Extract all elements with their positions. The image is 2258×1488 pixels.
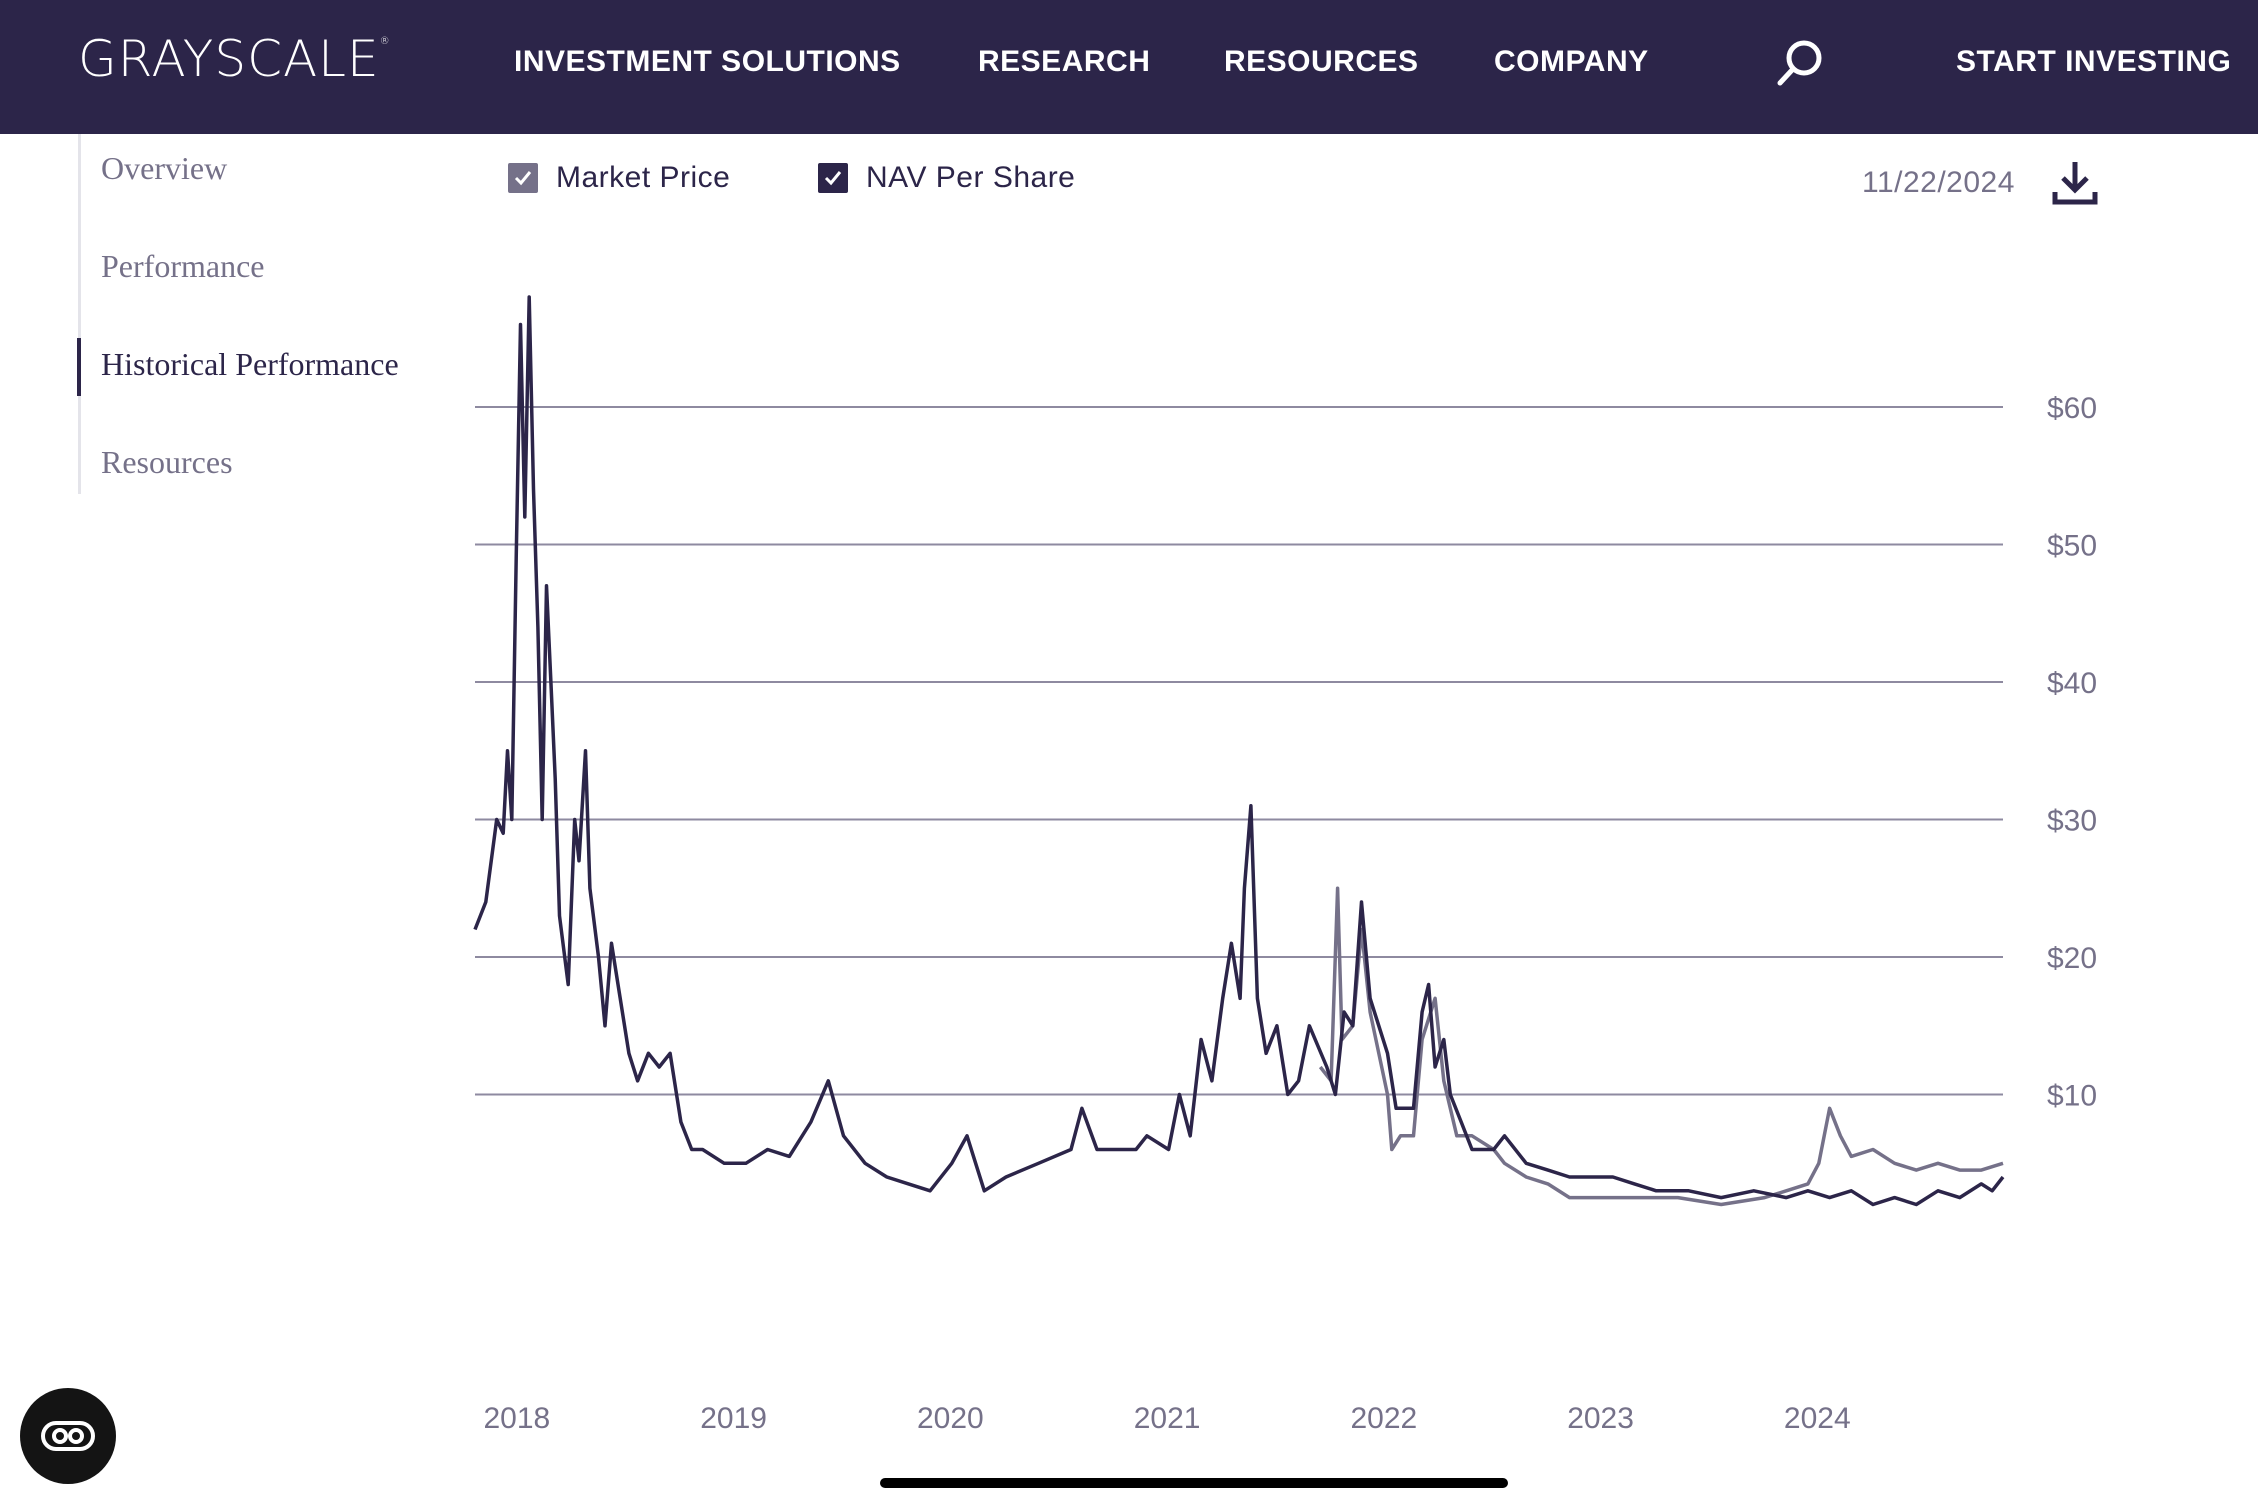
nav-investment-solutions[interactable]: INVESTMENT SOLUTIONS	[514, 45, 901, 78]
sidebar-active-indicator	[77, 338, 81, 396]
market-price-label: Market Price	[556, 161, 731, 194]
y-tick-label: $10	[2047, 1080, 2097, 1113]
sidebar-item-resources[interactable]: Resources	[101, 444, 233, 480]
checkmark-icon	[824, 171, 842, 186]
y-tick-label: $50	[2047, 530, 2097, 563]
nav-resources[interactable]: RESOURCES	[1224, 45, 1419, 78]
nav-company[interactable]: COMPANY	[1494, 45, 1649, 78]
chart-gridlines	[475, 406, 2003, 1096]
x-tick-label: 2024	[1784, 1402, 1851, 1435]
checkmark-icon	[514, 171, 532, 186]
nav-per-share-line	[473, 295, 2005, 1207]
closed-captions-button[interactable]	[20, 1388, 116, 1484]
sidebar-item-historical-performance[interactable]: Historical Performance	[101, 346, 399, 382]
logo-text: GRAYSCALE	[78, 30, 380, 88]
x-tick-label: 2018	[484, 1402, 551, 1435]
top-nav-bar: GRAYSCALE® INVESTMENT SOLUTIONS RESEARCH…	[0, 0, 2258, 134]
chart-y-axis: $10 $20 $30 $40 $50 $60	[2047, 392, 2097, 1113]
x-tick-label: 2021	[1134, 1402, 1201, 1435]
as-of-date: 11/22/2024	[1862, 166, 2015, 199]
search-icon[interactable]	[1774, 36, 1828, 90]
x-tick-label: 2020	[917, 1402, 984, 1435]
closed-captions-icon	[41, 1421, 95, 1451]
chart-series	[473, 295, 2005, 1207]
legend-nav-per-share[interactable]: NAV Per Share	[818, 160, 1075, 196]
market-price-checkbox[interactable]	[508, 163, 538, 193]
grayscale-logo[interactable]: GRAYSCALE®	[78, 30, 391, 88]
y-tick-label: $30	[2047, 805, 2097, 838]
y-tick-label: $40	[2047, 667, 2097, 700]
legend-market-price[interactable]: Market Price	[508, 160, 730, 196]
x-tick-label: 2019	[700, 1402, 767, 1435]
y-tick-label: $60	[2047, 392, 2097, 425]
chart-x-axis: 2018 2019 2020 2021 2022 2023 2024	[484, 1402, 1851, 1435]
nav-research[interactable]: RESEARCH	[978, 45, 1151, 78]
nav-per-share-label: NAV Per Share	[866, 161, 1076, 194]
download-icon[interactable]	[2050, 158, 2100, 208]
sidebar-item-performance[interactable]: Performance	[101, 248, 265, 284]
sidebar-item-overview[interactable]: Overview	[101, 150, 228, 186]
x-tick-label: 2023	[1567, 1402, 1634, 1435]
sidebar-nav: Overview Performance Historical Performa…	[77, 134, 421, 494]
nav-per-share-checkbox[interactable]	[818, 163, 848, 193]
logo-registered-mark: ®	[379, 36, 391, 47]
x-tick-label: 2022	[1350, 1402, 1417, 1435]
market-price-line	[1318, 886, 2004, 1207]
start-investing-button[interactable]: START INVESTING	[1956, 45, 2232, 78]
y-tick-label: $20	[2047, 942, 2097, 975]
home-indicator	[880, 1478, 1508, 1488]
